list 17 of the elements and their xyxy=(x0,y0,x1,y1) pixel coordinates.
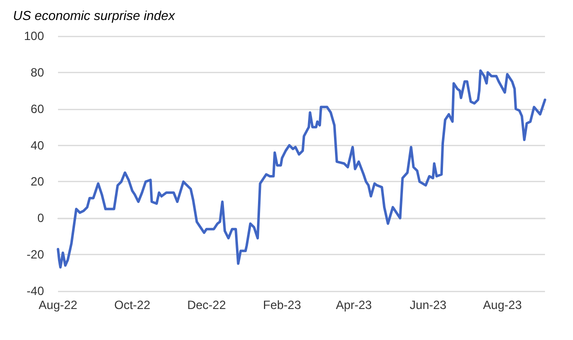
x-tick-label: Dec-22 xyxy=(187,298,226,312)
x-tick-label: Oct-22 xyxy=(114,298,151,312)
y-tick-label: 0 xyxy=(37,211,44,226)
x-tick-label: Apr-23 xyxy=(336,298,372,312)
y-tick-label: 60 xyxy=(30,102,44,116)
y-tick-label: 40 xyxy=(30,138,44,152)
y-tick-label: 80 xyxy=(30,65,44,80)
y-tick-label: 20 xyxy=(30,174,44,189)
line-series xyxy=(56,69,546,269)
chart-title: US economic surprise index xyxy=(13,8,176,23)
x-tick-label: Jun-23 xyxy=(410,298,447,312)
x-tick-label: Aug-22 xyxy=(38,298,78,312)
y-tick-label: 100 xyxy=(24,29,44,43)
x-tick-label: Feb-23 xyxy=(263,298,302,312)
y-tick-label: -20 xyxy=(26,248,44,262)
x-tick-label: Aug-23 xyxy=(483,298,522,312)
y-tick-label: -40 xyxy=(26,284,44,298)
